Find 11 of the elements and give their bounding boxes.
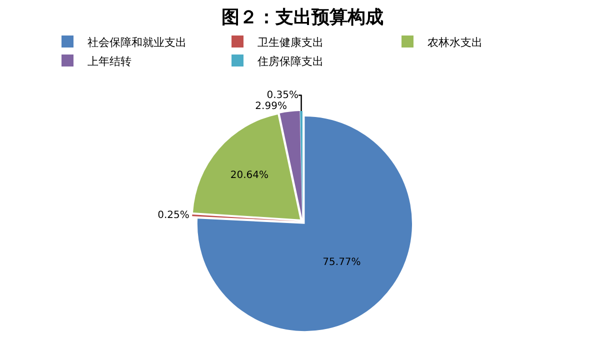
data-label: 20.64%	[230, 170, 269, 182]
legend-label: 住房保障支出	[258, 54, 324, 68]
legend-label: 社会保障和就业支出	[88, 36, 186, 49]
data-label: 2.99%	[255, 100, 287, 112]
data-label: 75.77%	[322, 257, 361, 268]
legend-label: 卫生健康支出	[258, 36, 324, 49]
data-label: 0.25%	[158, 210, 190, 221]
data-label: 0.35%	[266, 90, 299, 101]
legend-label: 农林水支出	[428, 36, 482, 49]
legend-label: 上年结转	[88, 54, 132, 68]
chart-title: 图２：支出预算构成	[222, 6, 384, 28]
